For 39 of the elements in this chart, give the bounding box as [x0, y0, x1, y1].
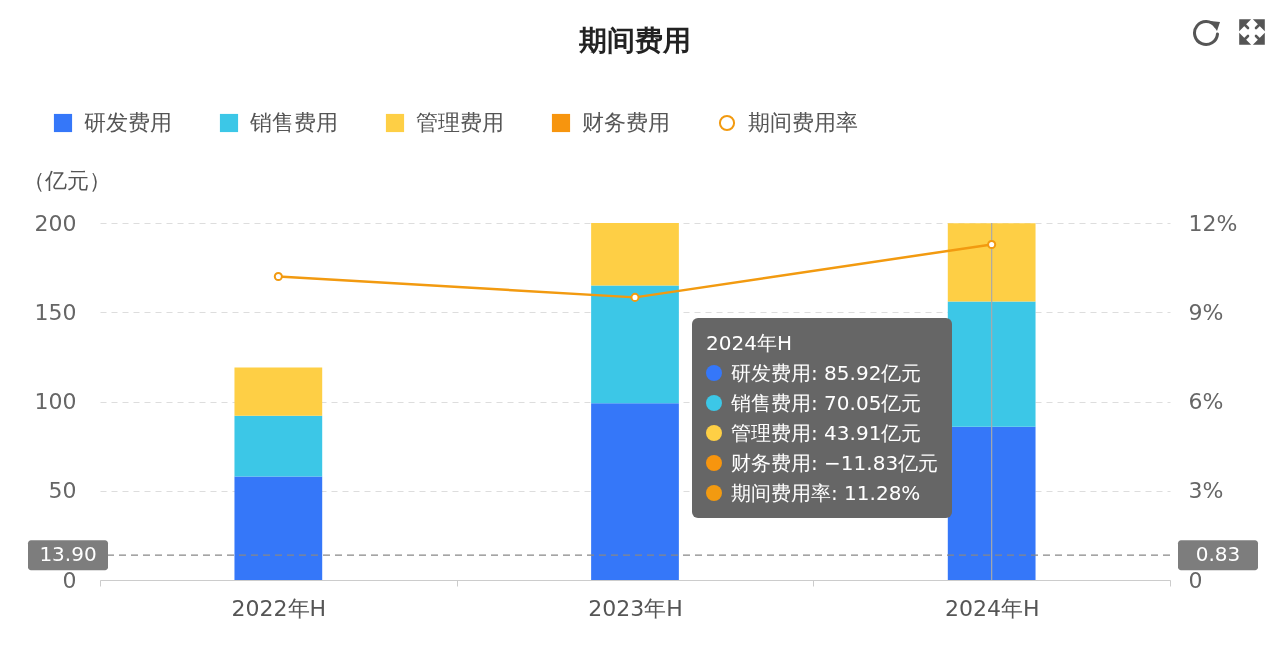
legend-label: 期间费用率: [748, 110, 858, 135]
point: [630, 292, 640, 302]
annotation: 财务费用: −11.83亿元: [731, 450, 939, 477]
y-tick-label: 200: [34, 210, 77, 236]
legend-label: 管理费用: [416, 110, 504, 135]
bar: [947, 301, 1036, 427]
annotation: 期间费用率: 11.28%: [731, 480, 921, 507]
y2-tick-label: 3%: [1188, 478, 1224, 504]
x-tick-label: 2023年H: [588, 595, 683, 621]
text: 0.83: [1195, 542, 1241, 567]
y2-tick-label: 0: [1188, 567, 1203, 593]
y-tick-label: 50: [48, 478, 77, 504]
legend-label: 研发费用: [84, 110, 172, 135]
bar: [234, 367, 323, 416]
bar: [591, 223, 679, 286]
bar: [234, 415, 323, 477]
y2-tick-label: 12%: [1188, 210, 1238, 236]
annotation: 管理费用: 43.91亿元: [731, 420, 922, 447]
chart-title: 期间费用: [578, 24, 691, 57]
point: [273, 272, 283, 282]
y2-tick-label: 9%: [1188, 299, 1224, 325]
x-tick-label: 2024年H: [944, 595, 1040, 621]
annotation: 2024年H: [706, 330, 792, 357]
legend-label: 销售费用: [249, 110, 338, 135]
bar: [947, 223, 1036, 302]
y2-tick-label: 6%: [1188, 389, 1224, 414]
legend-label: 财务费用: [582, 110, 670, 135]
x-tick-label: 2022年H: [231, 595, 327, 621]
bar: [234, 476, 323, 580]
y-axis-title: （亿元）: [22, 167, 111, 193]
ref-line-label: 13.90: [39, 542, 97, 567]
annotation: 销售费用: 70.05亿元: [731, 390, 922, 417]
annotation: 研发费用: 85.92亿元: [731, 360, 922, 387]
y-tick-label: 100: [34, 389, 77, 414]
bar: [591, 285, 679, 404]
y-tick-label: 0: [62, 567, 77, 593]
bar: [591, 403, 679, 580]
point: [987, 239, 997, 249]
y-tick-label: 150: [34, 299, 77, 325]
